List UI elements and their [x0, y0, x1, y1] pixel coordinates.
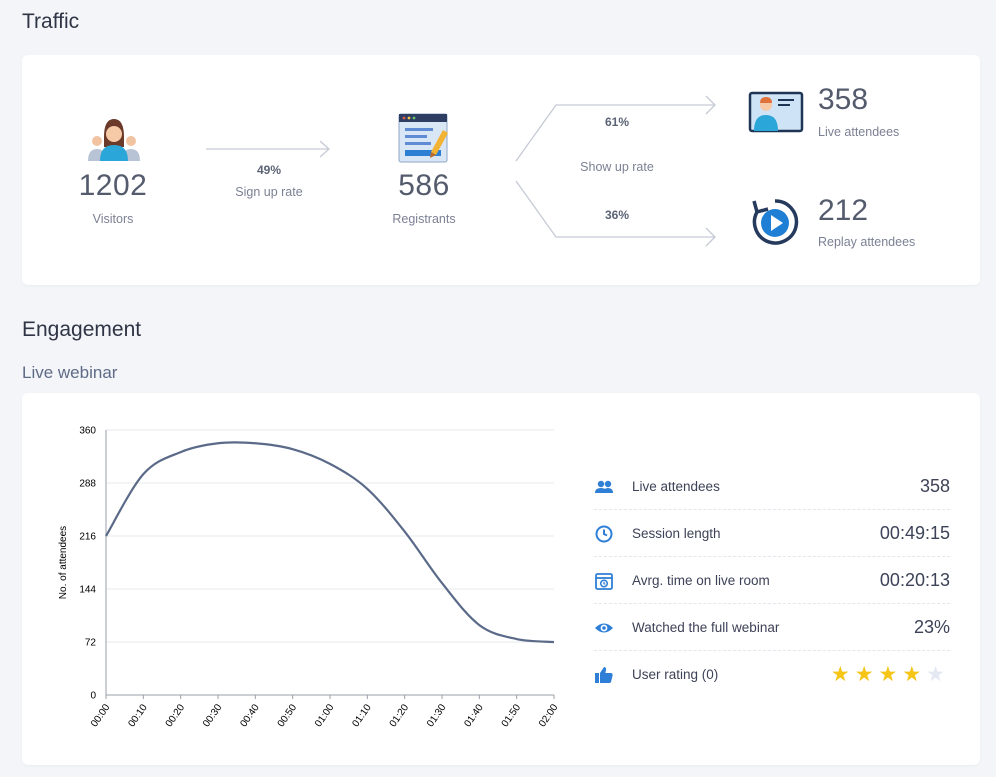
visitors-count: 1202 — [78, 169, 148, 202]
traffic-card: 1202 Visitors 49% Sign up rate 586 Regis… — [22, 55, 980, 285]
x-tick-label: 00:40 — [238, 702, 262, 729]
stat-live-attendees: Live attendees 358 — [594, 463, 950, 510]
stat-value: 358 — [919, 476, 950, 496]
calendar-clock-icon — [595, 573, 613, 590]
stat-value: 00:20:13 — [879, 570, 950, 590]
x-tick-label: 00:10 — [126, 702, 150, 729]
x-tick-label: 00:00 — [89, 702, 113, 729]
stat-label: User rating (0) — [632, 667, 719, 682]
registrants-count: 586 — [398, 169, 450, 202]
eye-icon — [595, 623, 613, 633]
y-tick-label: 288 — [79, 479, 96, 490]
x-tick-label: 02:00 — [537, 702, 561, 729]
replay-attendees-label: Replay attendees — [818, 235, 916, 249]
x-tick-label: 01:50 — [500, 702, 524, 729]
live-webinar-subtitle: Live webinar — [22, 363, 118, 382]
stat-label: Live attendees — [632, 479, 720, 494]
stat-avg-time-live-room: Avrg. time on live room 00:20:13 — [594, 557, 950, 604]
signup-rate-label: Sign up rate — [235, 185, 303, 199]
clock-icon — [595, 525, 613, 543]
engagement-title: Engagement — [22, 318, 142, 341]
replay-show-up-pct: 36% — [604, 208, 630, 222]
stat-session-length: Session length 00:49:15 — [594, 510, 950, 557]
live-attendees-count: 358 — [818, 83, 869, 116]
replay-icon — [752, 199, 799, 245]
stat-watched-full: Watched the full webinar 23% — [594, 604, 950, 651]
registration-form-icon — [398, 113, 448, 163]
stat-label: Watched the full webinar — [632, 620, 780, 635]
show-up-split-arrows — [515, 95, 716, 247]
stat-label: Session length — [632, 526, 721, 541]
visitors-group-icon — [88, 119, 140, 161]
attendees-series-line — [105, 441, 555, 644]
x-tick-label: 01:40 — [462, 702, 486, 729]
star-filled-icon: ★ — [830, 663, 855, 686]
x-tick-label: 01:30 — [425, 702, 449, 729]
rating-stars: ★★★★★ — [831, 662, 950, 687]
star-filled-icon: ★ — [854, 663, 879, 686]
y-tick-label: 216 — [79, 532, 96, 543]
stat-value: 00:49:15 — [879, 523, 950, 543]
stat-label: Avrg. time on live room — [632, 573, 770, 588]
star-filled-icon: ★ — [902, 663, 927, 686]
live-presenter-icon — [748, 91, 804, 133]
live-attendees-chart: 0 72 144 216 288 360 00:00 00:10 00:20 00:30 00:40… — [58, 426, 561, 730]
y-tick-label: 360 — [79, 426, 96, 437]
y-tick-label: 144 — [79, 585, 96, 596]
stat-user-rating: User rating (0) ★★★★★ — [594, 651, 950, 698]
x-tick-label: 00:20 — [164, 702, 188, 729]
thumbs-up-icon — [595, 667, 613, 683]
y-tick-label: 72 — [85, 638, 97, 649]
live-show-up-pct: 61% — [604, 115, 630, 129]
x-tick-label: 01:20 — [388, 702, 412, 729]
star-filled-icon: ★ — [878, 663, 903, 686]
x-tick-label: 00:50 — [276, 702, 300, 729]
y-axis-label: No. of attendees — [58, 526, 69, 599]
x-tick-label: 00:30 — [201, 702, 225, 729]
x-tick-label: 01:00 — [313, 702, 337, 729]
signup-arrow — [206, 140, 330, 158]
traffic-title: Traffic — [22, 10, 80, 33]
show-up-rate-label: Show up rate — [580, 160, 654, 174]
live-attendees-label: Live attendees — [818, 125, 900, 139]
visitors-label: Visitors — [92, 212, 134, 226]
y-tick-label: 0 — [90, 691, 96, 702]
replay-attendees-count: 212 — [818, 194, 869, 227]
star-empty-icon: ★ — [926, 663, 950, 686]
people-icon — [595, 480, 613, 493]
x-tick-label: 01:10 — [350, 702, 374, 729]
engagement-card: 0 72 144 216 288 360 00:00 00:10 00:20 00:30 00:40… — [22, 393, 980, 765]
registrants-label: Registrants — [392, 212, 456, 226]
stat-value: 23% — [913, 617, 950, 637]
signup-rate-pct: 49% — [256, 163, 282, 177]
